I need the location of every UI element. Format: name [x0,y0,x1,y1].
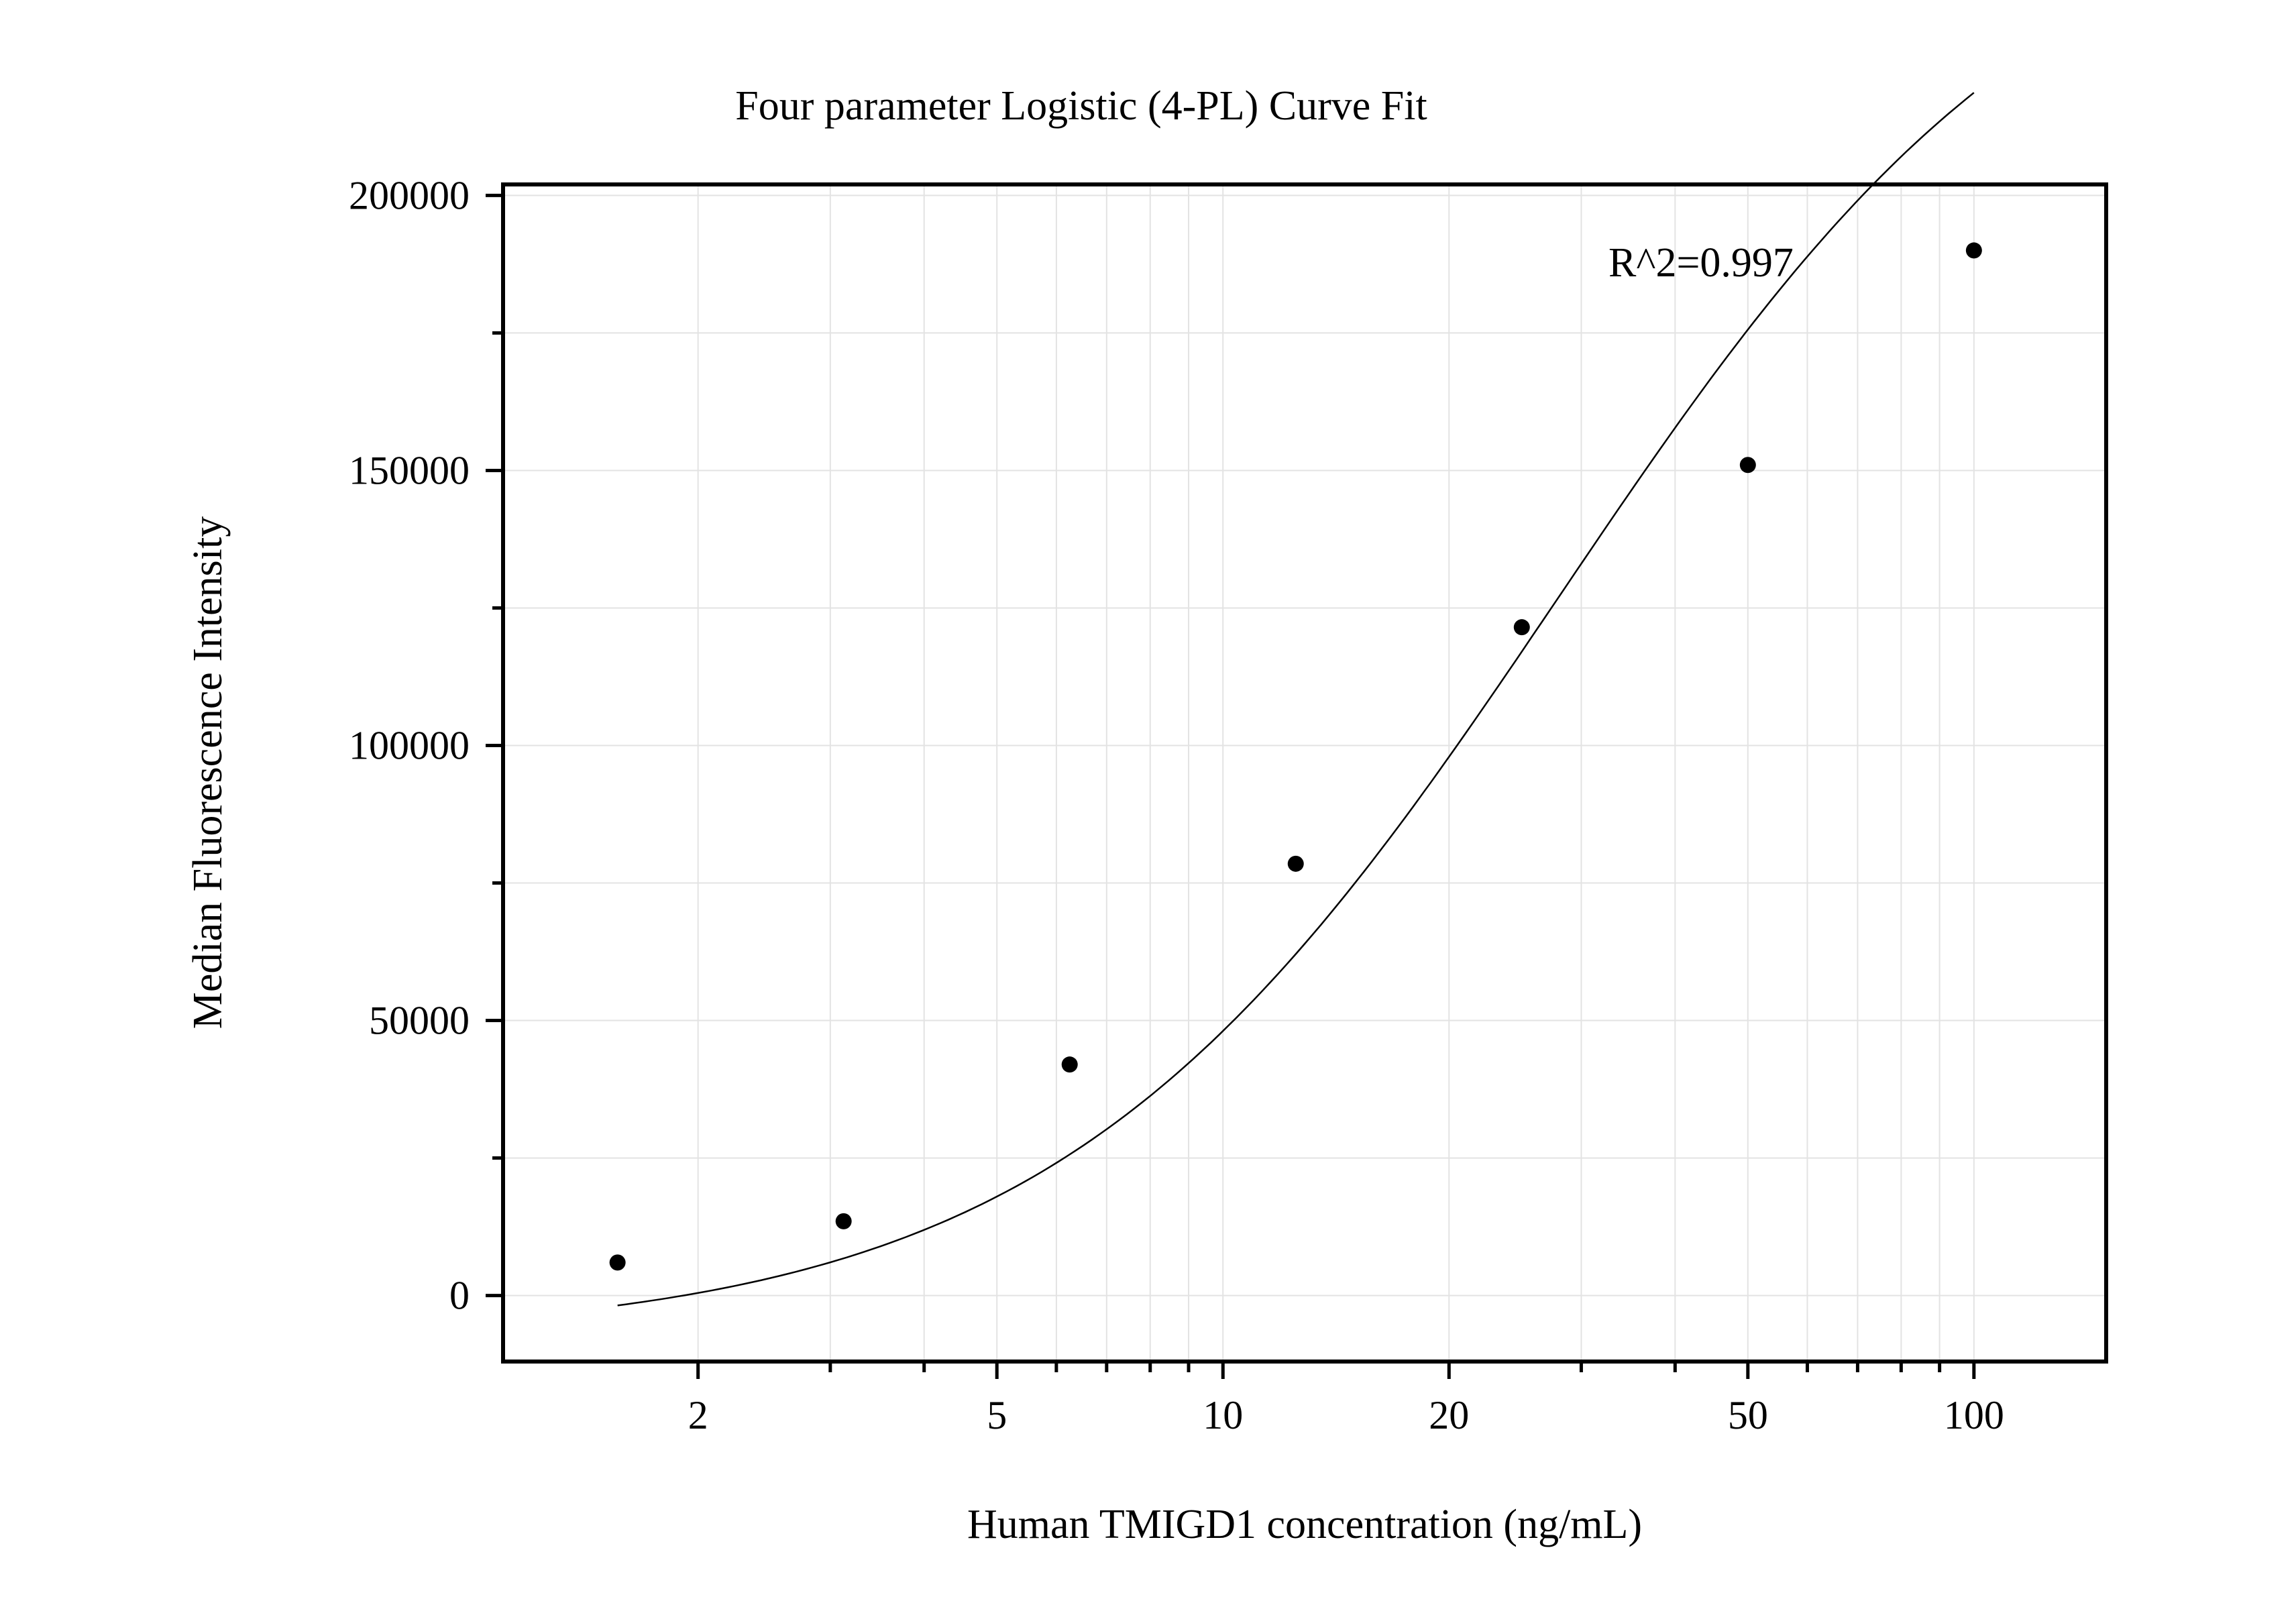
data-point [835,1213,852,1229]
data-point [1513,619,1530,636]
x-tick-label: 50 [1728,1393,1768,1437]
y-tick-label: 100000 [349,723,470,767]
y-tick-label: 0 [449,1274,470,1318]
grid-lines [503,184,2106,1362]
data-point [1965,242,1982,259]
data-point [1739,457,1756,474]
y-tick-labels: 0 50000 100000 150000 200000 [349,173,470,1317]
x-tick-label: 100 [1944,1393,2004,1437]
x-tick-label: 5 [987,1393,1007,1437]
y-axis-label: Median Fluorescence Intensity [185,516,231,1029]
y-tick-label: 200000 [349,173,470,217]
axis-ticks [486,193,1976,1379]
data-point [609,1254,626,1271]
data-point [1061,1056,1078,1073]
data-points-layer [609,242,1982,1271]
chart-title: Four parameter Logistic (4-PL) Curve Fit [735,83,1427,129]
data-point [1287,855,1304,872]
y-tick-label: 150000 [349,448,470,492]
fit-curve-line [617,92,1975,1307]
x-tick-label: 2 [688,1393,708,1437]
x-tick-label: 10 [1203,1393,1243,1437]
plot-frame [501,182,2108,1364]
fit-curve-layer [617,92,1975,1307]
x-axis-label: Human TMIGD1 concentration (ng/mL) [967,1502,1642,1547]
y-tick-label: 50000 [369,999,470,1043]
r-squared-annotation: R^2=0.997 [1608,240,1794,286]
x-tick-labels: 2 5 10 20 50 100 [688,1393,2004,1437]
x-tick-label: 20 [1429,1393,1469,1437]
